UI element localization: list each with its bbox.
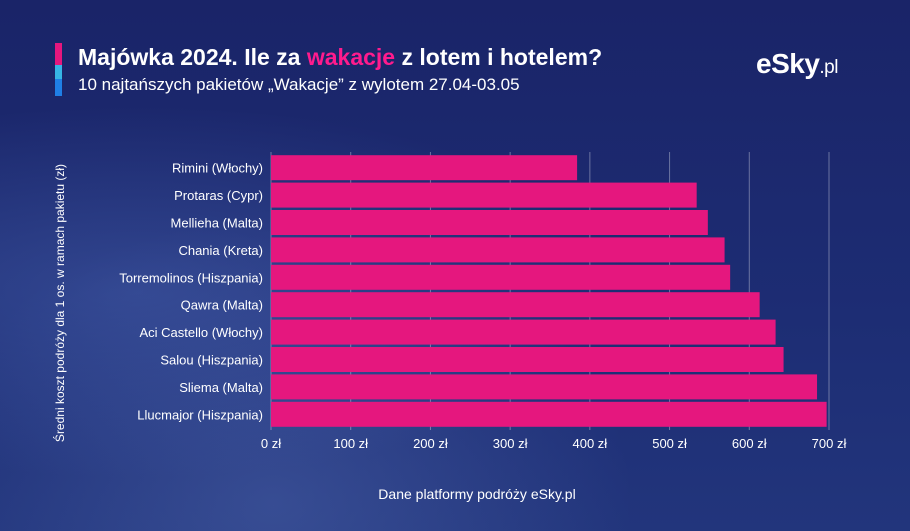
bar-7 bbox=[271, 347, 784, 372]
title-part-2: z lotem i hotelem? bbox=[395, 44, 603, 70]
bar-2 bbox=[271, 210, 708, 235]
bar-4 bbox=[271, 264, 731, 290]
title-highlight: wakacje bbox=[306, 44, 396, 70]
bar-0 bbox=[271, 155, 578, 181]
x-tick-label-0: 0 zł bbox=[261, 436, 281, 451]
accent-bar-pink bbox=[55, 43, 62, 65]
bar-8 bbox=[271, 374, 818, 400]
category-label-0: Rimini (Włochy) bbox=[172, 161, 263, 176]
category-label-9: Llucmajor (Hiszpania) bbox=[137, 407, 263, 422]
bar-9 bbox=[271, 401, 827, 427]
category-label-7: Salou (Hiszpania) bbox=[160, 353, 263, 368]
chart-subtitle: 10 najtańszych pakietów „Wakacje” z wylo… bbox=[78, 75, 520, 94]
x-tick-label-2: 200 zł bbox=[413, 436, 448, 451]
bar-1 bbox=[271, 182, 697, 208]
category-label-3: Chania (Kreta) bbox=[178, 243, 263, 258]
accent-bar-blue bbox=[55, 79, 62, 96]
x-tick-label-7: 700 zł bbox=[812, 436, 847, 451]
bar-3 bbox=[271, 237, 725, 263]
category-label-4: Torremolinos (Hiszpania) bbox=[119, 270, 263, 285]
x-tick-label-3: 300 zł bbox=[493, 436, 528, 451]
x-tick-label-5: 500 zł bbox=[652, 436, 687, 451]
bar-5 bbox=[271, 292, 760, 318]
category-label-6: Aci Castello (Włochy) bbox=[139, 325, 263, 340]
title-part-1: Majówka 2024. Ile za bbox=[78, 44, 307, 70]
x-tick-label-1: 100 zł bbox=[333, 436, 368, 451]
category-label-2: Mellieha (Malta) bbox=[171, 216, 263, 231]
category-label-1: Protaras (Cypr) bbox=[174, 188, 263, 203]
source-note: Dane platformy podróży eSky.pl bbox=[378, 486, 576, 502]
logo-main: eSky bbox=[756, 48, 820, 79]
chart-title: Majówka 2024. Ile za wakacje z lotem i h… bbox=[78, 44, 602, 71]
accent-bar-cyan bbox=[55, 65, 62, 79]
logo-suffix: .pl bbox=[819, 57, 838, 78]
x-tick-label-4: 400 zł bbox=[573, 436, 608, 451]
category-label-5: Qawra (Malta) bbox=[181, 298, 263, 313]
category-label-8: Sliema (Malta) bbox=[179, 380, 263, 395]
esky-logo: eSky.pl bbox=[756, 48, 838, 80]
bar-6 bbox=[271, 319, 776, 345]
x-tick-label-6: 600 zł bbox=[732, 436, 767, 451]
